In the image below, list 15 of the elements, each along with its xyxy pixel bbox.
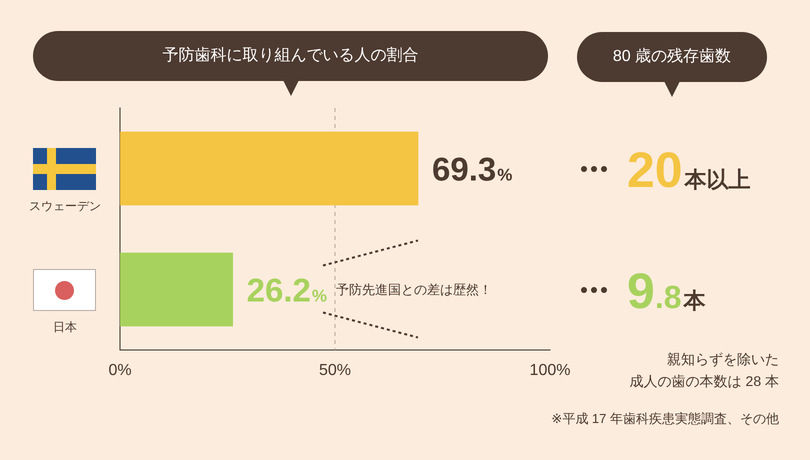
text: 親知らずを除いた [667, 350, 779, 368]
data-label: 69.3% [432, 150, 512, 188]
text: 成人の歯の本数は 28 本 [630, 372, 779, 390]
text: 9.8本 [627, 262, 706, 318]
y-tick-label: スウェーデン [29, 198, 101, 213]
x-tick-label: 0% [108, 362, 132, 380]
chart-title: 予防歯科に取り組んでいる人の割合 [162, 46, 418, 66]
x-tick-label: 100% [530, 362, 570, 380]
x-tick-label: 50% [318, 362, 352, 380]
data-label: 26.2% [246, 272, 328, 308]
text: 80 歳の残存歯数 [612, 47, 732, 67]
y-tick-label: 日本 [53, 320, 77, 334]
text: 20本以上 [627, 142, 751, 198]
annotation: 予防先進国との差は歴然！ [336, 282, 492, 298]
text: ※平成 17 年歯科疾患実態調査、その他 [551, 410, 779, 428]
